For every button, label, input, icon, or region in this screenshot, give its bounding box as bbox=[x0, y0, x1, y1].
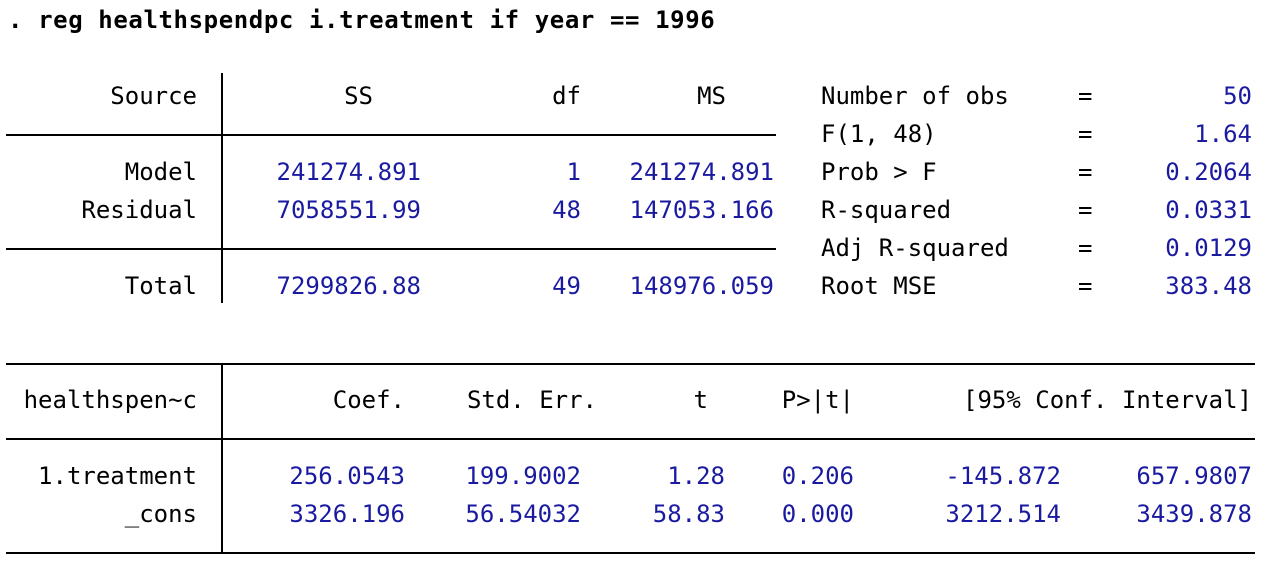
coef-vertical-divider bbox=[221, 363, 223, 554]
anova-ss-value: 7058551.99 bbox=[276, 196, 422, 224]
stat-label: Number of obs bbox=[821, 82, 1009, 110]
stat-label: Adj R-squared bbox=[821, 234, 1009, 262]
coef-header-t: t bbox=[693, 386, 708, 414]
anova-header-df: df bbox=[552, 82, 581, 110]
anova-ms-value: 147053.166 bbox=[629, 196, 775, 224]
coef-t-value: 1.28 bbox=[667, 462, 725, 490]
coef-header-p: P>|t| bbox=[781, 386, 854, 414]
coef-header-variable: healthspen~c bbox=[23, 386, 197, 414]
anova-header-rule bbox=[6, 134, 776, 136]
coef-header-coef: Coef. bbox=[332, 386, 405, 414]
coef-ci-high: 3439.878 bbox=[1136, 500, 1252, 528]
stat-value: 50 bbox=[1223, 82, 1252, 110]
anova-source-label: Model bbox=[124, 158, 197, 186]
anova-df-value: 49 bbox=[552, 272, 581, 300]
coef-ci-low: 3212.514 bbox=[945, 500, 1061, 528]
stat-equals: = bbox=[1078, 120, 1093, 148]
stat-equals: = bbox=[1078, 272, 1093, 300]
coef-variable-label: 1.treatment bbox=[38, 462, 197, 490]
coef-variable-label: _cons bbox=[124, 500, 197, 528]
anova-source-label: Residual bbox=[81, 196, 197, 224]
anova-header-source: Source bbox=[110, 82, 197, 110]
stat-equals: = bbox=[1078, 196, 1093, 224]
stat-label: R-squared bbox=[821, 196, 952, 224]
coef-value: 3326.196 bbox=[289, 500, 405, 528]
anova-total-rule bbox=[6, 248, 776, 250]
stat-label: Root MSE bbox=[821, 272, 937, 300]
anova-source-label: Total bbox=[124, 272, 197, 300]
anova-ss-value: 7299826.88 bbox=[276, 272, 422, 300]
coef-t-value: 58.83 bbox=[652, 500, 725, 528]
anova-header-ms: MS bbox=[697, 82, 726, 110]
stat-value: 0.0331 bbox=[1165, 196, 1252, 224]
coef-p-value: 0.000 bbox=[781, 500, 854, 528]
anova-df-value: 48 bbox=[552, 196, 581, 224]
stat-value: 383.48 bbox=[1165, 272, 1252, 300]
anova-ss-value: 241274.891 bbox=[276, 158, 422, 186]
stat-value: 0.0129 bbox=[1165, 234, 1252, 262]
stat-equals: = bbox=[1078, 234, 1093, 262]
coef-header-stderr: Std. Err. bbox=[466, 386, 597, 414]
coef-ci-low: -145.872 bbox=[945, 462, 1061, 490]
coef-header-ci: [95% Conf. Interval] bbox=[963, 386, 1252, 414]
coef-ci-high: 657.9807 bbox=[1136, 462, 1252, 490]
coef-bottom-rule bbox=[6, 552, 1255, 554]
command-line: . reg healthspendpc i.treatment if year … bbox=[8, 6, 716, 34]
anova-df-value: 1 bbox=[566, 158, 581, 186]
stat-equals: = bbox=[1078, 158, 1093, 186]
anova-ms-value: 148976.059 bbox=[629, 272, 775, 300]
coef-p-value: 0.206 bbox=[781, 462, 854, 490]
anova-header-ss: SS bbox=[344, 82, 373, 110]
coef-header-rule bbox=[6, 438, 1255, 440]
coef-stderr-value: 199.9002 bbox=[465, 462, 581, 490]
coef-value: 256.0543 bbox=[289, 462, 405, 490]
anova-vertical-divider bbox=[221, 73, 223, 303]
stat-value: 0.2064 bbox=[1165, 158, 1252, 186]
stat-value: 1.64 bbox=[1194, 120, 1252, 148]
stat-label: F(1, 48) bbox=[821, 120, 937, 148]
coef-top-rule bbox=[6, 363, 1255, 365]
stat-equals: = bbox=[1078, 82, 1093, 110]
coef-stderr-value: 56.54032 bbox=[465, 500, 581, 528]
stat-label: Prob > F bbox=[821, 158, 937, 186]
anova-ms-value: 241274.891 bbox=[629, 158, 775, 186]
